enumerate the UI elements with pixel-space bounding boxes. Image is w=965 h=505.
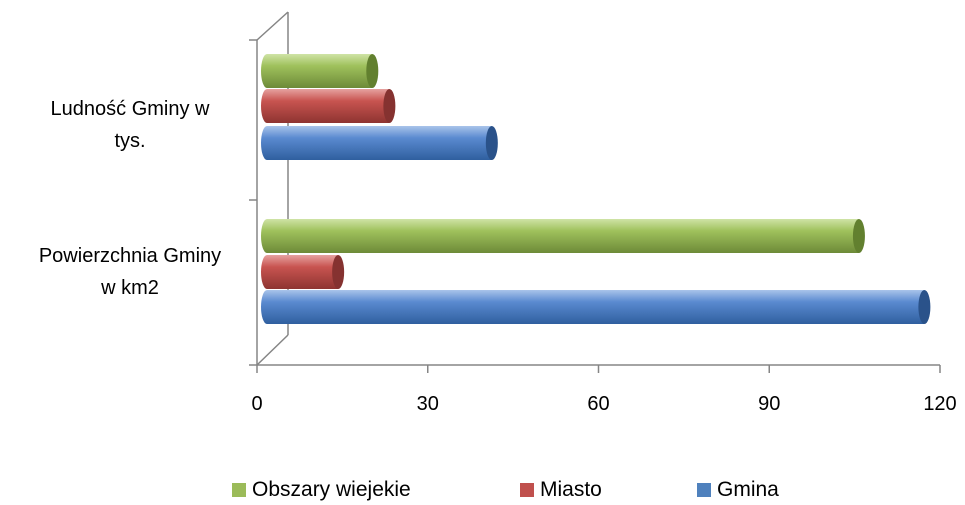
x-tick-label: 120 xyxy=(923,393,956,415)
bar-start-cap xyxy=(261,89,273,123)
bar-end-cap xyxy=(918,290,931,324)
legend: Obszary wiejekie Miasto Gmina xyxy=(0,478,965,505)
legend-item-obszary: Obszary wiejekie xyxy=(232,478,411,502)
legend-swatch-icon xyxy=(232,483,246,497)
legend-item-miasto: Miasto xyxy=(520,478,602,502)
bar-start-cap xyxy=(261,126,273,160)
legend-label: Gmina xyxy=(717,478,779,501)
category-label: Powierzchnia Gminy xyxy=(39,245,221,267)
axis-connector-top xyxy=(256,11,289,41)
bar-body xyxy=(267,126,492,160)
legend-label: Obszary wiejekie xyxy=(252,478,411,501)
bar-start-cap xyxy=(261,54,273,88)
bar-end-cap xyxy=(383,89,396,123)
category-label: tys. xyxy=(114,130,145,152)
bar xyxy=(261,255,345,289)
bar-start-cap xyxy=(261,255,273,289)
chart-bars xyxy=(261,54,931,324)
x-tick-label: 90 xyxy=(758,393,780,415)
bar-start-cap xyxy=(261,290,273,324)
bar-body xyxy=(267,255,339,289)
bar xyxy=(261,89,396,123)
bar xyxy=(261,290,931,324)
chart-labels: 0 30 60 90 120 Powierzchnia Gminy w km2 Ludność… xyxy=(39,98,957,415)
bar-end-cap xyxy=(366,54,379,88)
x-tick-label: 30 xyxy=(417,393,439,415)
legend-item-gmina: Gmina xyxy=(697,478,779,502)
bar xyxy=(261,126,498,160)
x-tick-label: 60 xyxy=(587,393,609,415)
x-tick-label: 0 xyxy=(251,393,262,415)
category-label: Ludność Gminy w xyxy=(51,98,211,120)
legend-swatch-icon xyxy=(697,483,711,497)
bar-end-cap xyxy=(852,219,865,253)
bar xyxy=(261,54,379,88)
bar-body xyxy=(267,219,859,253)
bar-start-cap xyxy=(261,219,273,253)
bar-end-cap xyxy=(332,255,345,289)
legend-label: Miasto xyxy=(540,478,602,501)
bar-body xyxy=(267,290,925,324)
bar xyxy=(261,219,865,253)
bar-end-cap xyxy=(485,126,498,160)
bar-body xyxy=(267,54,373,88)
bar-chart: 0 30 60 90 120 Powierzchnia Gminy w km2 Ludność… xyxy=(39,11,957,415)
axis-connector-bottom xyxy=(256,334,289,366)
bar-body xyxy=(267,89,390,123)
category-label: w km2 xyxy=(100,277,159,299)
legend-swatch-icon xyxy=(520,483,534,497)
